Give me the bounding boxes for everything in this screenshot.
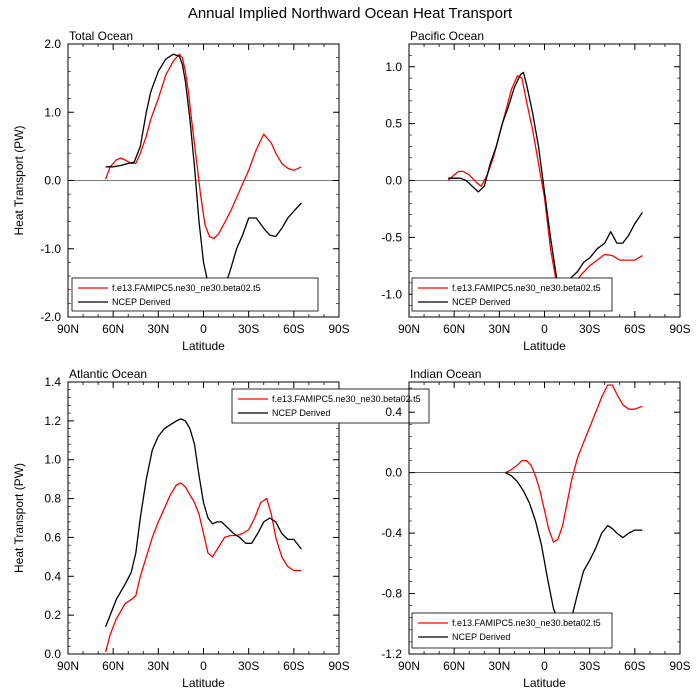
- y-tick-label: 1.0: [385, 60, 402, 74]
- y-tick-label: 0.0: [385, 174, 402, 188]
- y-tick-label: -0.5: [381, 230, 402, 244]
- y-tick-label: 0.0: [44, 647, 61, 661]
- x-tick-label: 30N: [147, 659, 169, 673]
- y-tick-label: 0.0: [44, 174, 61, 188]
- x-axis-label: Latitude: [182, 339, 225, 353]
- legend-box: [411, 612, 613, 649]
- legend-label: NCEP Derived: [112, 297, 170, 307]
- x-tick-label: 30N: [147, 322, 169, 336]
- x-tick-label: 0: [200, 322, 207, 336]
- legend-label: f.e13.FAMIPC5.ne30_ne30.beta02.t5: [272, 394, 421, 404]
- y-tick-label: 0.0: [385, 466, 402, 480]
- x-tick-label: 30S: [238, 659, 259, 673]
- y-tick-label: 2.0: [44, 37, 61, 51]
- panel-indian: 90N 60N 30N 0 30S 60S 90S -1.2 -0.8 -0.4 0.0 0.4 Ind…: [381, 367, 690, 690]
- panel-total: 90N 60N 30N 0 30S 60S 90S -2.0 -1.0 0.0 1.0 2.0 Tota…: [12, 29, 350, 353]
- y-tick-label: 0.2: [44, 608, 61, 622]
- x-tick-label: 60S: [624, 659, 645, 673]
- y-tick-label: -1.0: [381, 287, 402, 301]
- legend-label: NCEP Derived: [272, 408, 330, 418]
- panel-pacific: 90N 60N 30N 0 30S 60S 90S -1.0 -0.5 0.0 0.5 1.0 Paci…: [381, 29, 690, 353]
- panel-atlantic: 90N 60N 30N 0 30S 60S 90S 0.0 0.2 0.4 0.6 0.8 1.0 1.2…: [12, 367, 430, 690]
- x-tick-label: 30N: [488, 322, 510, 336]
- legend-label: f.e13.FAMIPC5.ne30_ne30.beta02.t5: [452, 283, 601, 293]
- model-line: [447, 75, 643, 292]
- panel-title: Atlantic Ocean: [69, 367, 147, 381]
- x-tick-label: 60S: [624, 322, 645, 336]
- x-axis-label: Latitude: [523, 339, 566, 353]
- y-tick-label: 0.4: [44, 569, 61, 583]
- model-line: [104, 53, 302, 240]
- x-tick-label: 90N: [398, 322, 420, 336]
- x-tick-label: 90S: [328, 659, 349, 673]
- legend: f.e13.FAMIPC5.ne30_ne30.beta02.t5 NCEP De…: [411, 277, 613, 312]
- x-tick-label: 0: [200, 659, 207, 673]
- legend-label: f.e13.FAMIPC5.ne30_ne30.beta02.t5: [452, 618, 601, 628]
- legend-box: [411, 277, 613, 312]
- y-tick-label: -0.8: [381, 587, 402, 601]
- x-tick-label: 30S: [579, 659, 600, 673]
- y-tick-label: -1.0: [40, 242, 61, 256]
- y-tick-label: 1.2: [44, 414, 61, 428]
- panel-title: Indian Ocean: [410, 367, 481, 381]
- x-axis-label: Latitude: [523, 676, 566, 690]
- legend-label: f.e13.FAMIPC5.ne30_ne30.beta02.t5: [112, 283, 261, 293]
- x-tick-label: 90N: [57, 322, 79, 336]
- x-tick-label: 60N: [443, 659, 465, 673]
- x-axis-label: Latitude: [182, 676, 225, 690]
- y-tick-label: 0.6: [44, 530, 61, 544]
- figure-title: Annual Implied Northward Ocean Heat Tran…: [187, 5, 513, 22]
- legend: f.e13.FAMIPC5.ne30_ne30.beta02.t5 NCEP De…: [71, 277, 319, 312]
- x-tick-label: 0: [541, 322, 548, 336]
- x-tick-label: 90S: [669, 322, 690, 336]
- x-tick-label: 60S: [283, 659, 304, 673]
- x-tick-label: 90N: [57, 659, 79, 673]
- y-tick-label: -2.0: [40, 310, 61, 324]
- y-tick-label: 1.4: [44, 375, 61, 389]
- ncep-line: [105, 53, 302, 296]
- y-axis-label: Heat Transport (PW): [12, 125, 26, 235]
- y-tick-label: 1.0: [44, 105, 61, 119]
- panel-title: Pacific Ocean: [410, 29, 484, 43]
- x-tick-label: 60N: [102, 322, 124, 336]
- legend: f.e13.FAMIPC5.ne30_ne30.beta02.t5 NCEP De…: [231, 388, 430, 424]
- x-tick-label: 30N: [488, 659, 510, 673]
- ncep-line: [505, 472, 643, 629]
- x-tick-label: 30S: [579, 322, 600, 336]
- ncep-line: [104, 418, 302, 628]
- y-tick-label: 0.5: [385, 117, 402, 131]
- x-tick-label: 90N: [398, 659, 420, 673]
- panel-title: Total Ocean: [69, 29, 133, 43]
- legend-box: [71, 277, 319, 312]
- x-tick-label: 90S: [328, 322, 349, 336]
- x-tick-label: 90S: [669, 659, 690, 673]
- y-axis-label: Heat Transport (PW): [12, 463, 26, 573]
- x-tick-label: 0: [541, 659, 548, 673]
- legend-label: NCEP Derived: [452, 632, 510, 642]
- x-tick-label: 60N: [102, 659, 124, 673]
- y-tick-label: 1.0: [44, 453, 61, 467]
- y-tick-label: -1.2: [381, 647, 402, 661]
- y-tick-label: 0.4: [385, 405, 402, 419]
- legend-label: NCEP Derived: [452, 297, 510, 307]
- x-tick-label: 60N: [443, 322, 465, 336]
- model-line: [104, 482, 302, 653]
- y-tick-label: 0.8: [44, 492, 61, 506]
- model-line: [505, 384, 643, 543]
- legend: f.e13.FAMIPC5.ne30_ne30.beta02.t5 NCEP De…: [411, 612, 613, 649]
- x-tick-label: 60S: [283, 322, 304, 336]
- legend-box: [231, 388, 430, 424]
- ncep-line: [448, 71, 643, 290]
- x-tick-label: 30S: [238, 322, 259, 336]
- y-tick-label: -0.4: [381, 526, 402, 540]
